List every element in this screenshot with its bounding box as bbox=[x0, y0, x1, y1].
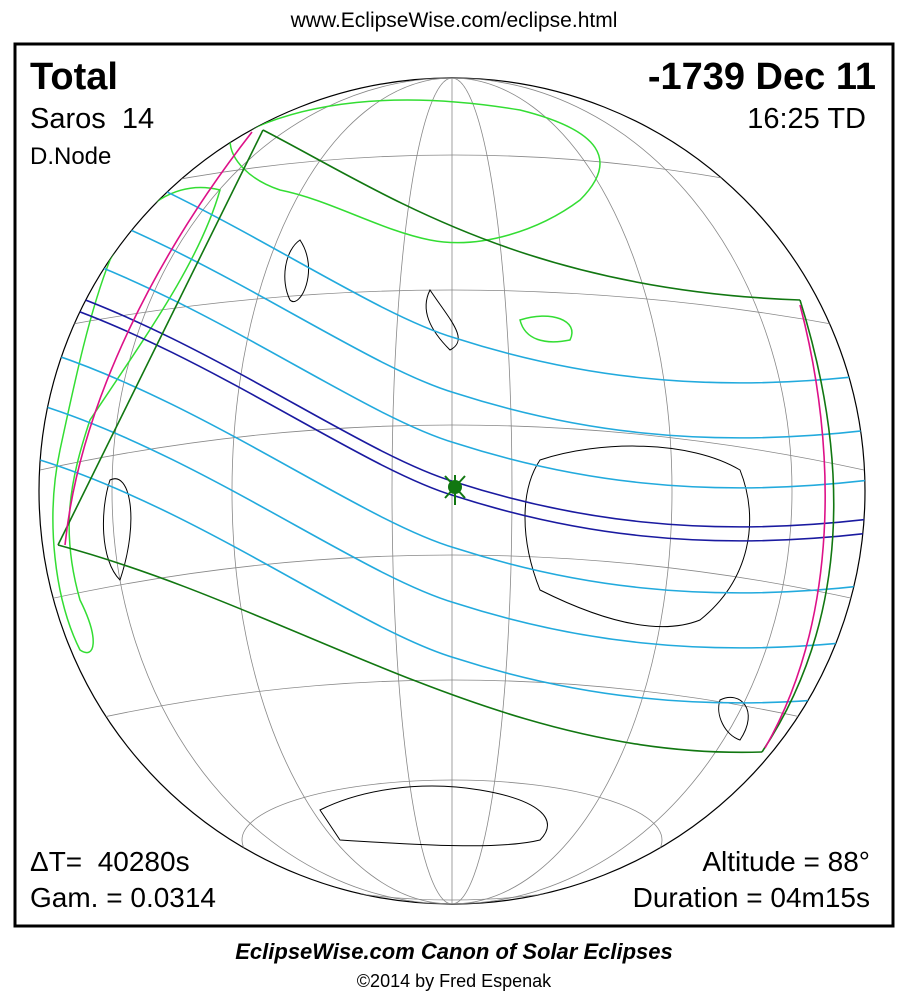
delta-t: ΔT= 40280s bbox=[30, 846, 190, 877]
time: 16:25 TD bbox=[747, 103, 866, 135]
frame bbox=[13, 42, 895, 928]
node: D.Node bbox=[30, 143, 112, 170]
altitude: Altitude = 88° bbox=[702, 846, 870, 877]
set-limit bbox=[761, 299, 835, 753]
url: www.EclipseWise.com/eclipse.html bbox=[290, 9, 618, 32]
penumbra-south-limit bbox=[57, 544, 763, 754]
greatest-eclipse bbox=[444, 475, 466, 505]
coastlines bbox=[103, 239, 751, 847]
rise-limit bbox=[57, 129, 264, 546]
date: -1739 Dec 11 bbox=[647, 56, 876, 98]
max-at-set bbox=[764, 304, 826, 749]
eclipse-type: Total bbox=[30, 56, 118, 98]
duration: Duration = 04m15s bbox=[632, 882, 870, 913]
copyright: ©2014 by Fred Espenak bbox=[356, 971, 552, 991]
gamma: Gam. = 0.0314 bbox=[30, 882, 217, 913]
saros: Saros 14 bbox=[30, 103, 155, 135]
footer-title: EclipseWise.com Canon of Solar Eclipses bbox=[235, 939, 673, 964]
penumbra-north-limit bbox=[262, 129, 801, 301]
max-at-rise bbox=[64, 131, 253, 546]
land-borders bbox=[52, 99, 601, 654]
